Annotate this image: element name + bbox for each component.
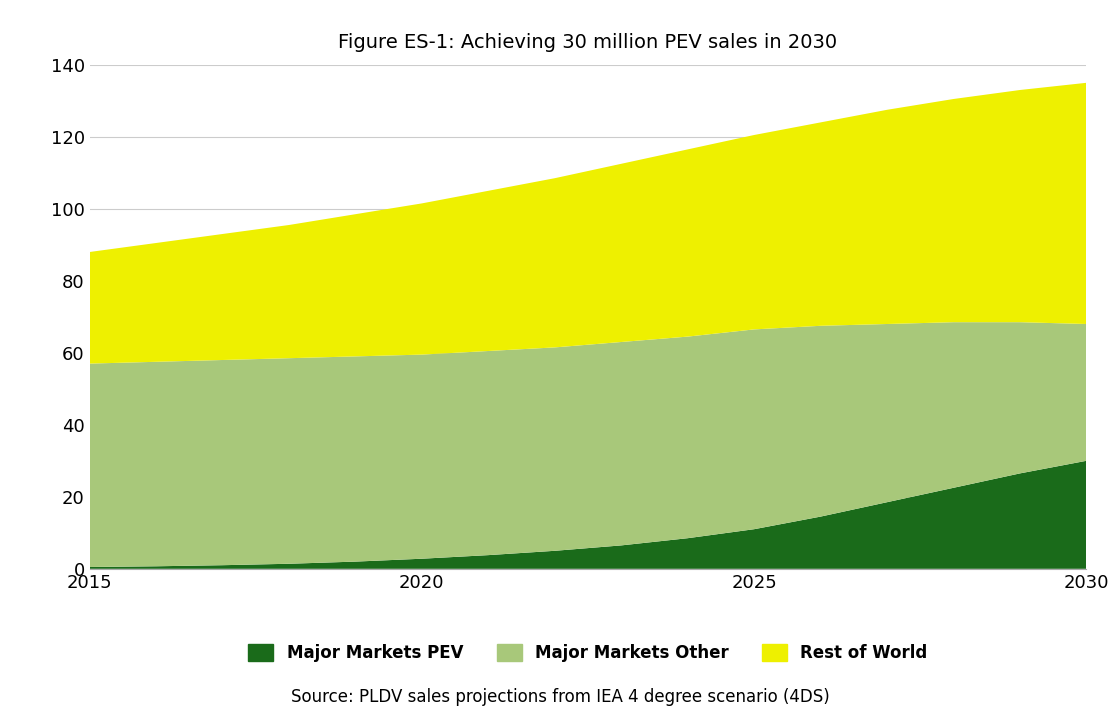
Text: Source: PLDV sales projections from IEA 4 degree scenario (4DS): Source: PLDV sales projections from IEA …	[290, 688, 830, 706]
Legend: Major Markets PEV, Major Markets Other, Rest of World: Major Markets PEV, Major Markets Other, …	[242, 638, 934, 669]
Title: Figure ES-1: Achieving 30 million PEV sales in 2030: Figure ES-1: Achieving 30 million PEV sa…	[338, 33, 838, 52]
